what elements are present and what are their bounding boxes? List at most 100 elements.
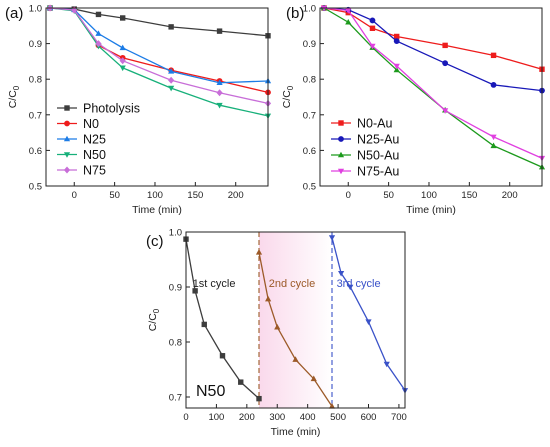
data-point-2nd-cycle — [255, 249, 263, 255]
y-tick-label-a: 0.9 — [29, 39, 42, 50]
data-point-n50-au — [393, 66, 400, 73]
legend-label-photolysis: Photolysis — [83, 102, 140, 116]
plot-frame-b — [319, 7, 543, 187]
y-tick-label-a: 0.6 — [29, 146, 42, 157]
legend-label-n50-au: N50-Au — [357, 149, 399, 163]
x-axis-label-c: Time (min) — [271, 426, 321, 438]
x-axis-label-a: Time (min) — [132, 204, 182, 216]
x-tick-label-c: 100 — [208, 412, 224, 423]
legend-marker-n0-au — [338, 120, 344, 126]
series-line-n75 — [49, 7, 269, 105]
panel-label-a: (a) — [5, 5, 23, 22]
data-point-n0-au — [369, 25, 376, 31]
data-point-n75-au — [393, 63, 400, 70]
legend-label-n0: N0 — [83, 117, 99, 131]
data-point-2nd-cycle — [310, 375, 317, 382]
data-point-photolysis — [216, 28, 223, 34]
y-tick-label-b: 1.0 — [303, 4, 316, 15]
x-tick-label-b: 150 — [461, 190, 477, 201]
data-point-n25 — [95, 30, 102, 36]
data-point-n75-au — [369, 43, 376, 50]
legend-marker-photolysis — [64, 105, 70, 111]
data-point-3rd-cycle — [365, 319, 372, 325]
y-tick-label-c: 0.7 — [169, 393, 182, 404]
data-point-n25-au — [369, 17, 376, 24]
data-point-photolysis — [95, 11, 102, 18]
legend-marker-n75 — [63, 166, 71, 174]
x-tick-label-a: 200 — [228, 190, 244, 201]
legend-label-n75: N75 — [83, 164, 106, 178]
data-point-n25 — [168, 68, 175, 74]
y-tick-label-a: 0.5 — [29, 182, 42, 193]
y-axis-label-c-sub: 0 — [152, 308, 161, 313]
y-tick-label-c: 0.9 — [169, 283, 182, 294]
y-axis-label-b-main: C/C — [281, 90, 293, 109]
panel-c-plot: 0 100 200 300 400 500 600 700 0.7 0.8 0.9 1.0 Time (… — [146, 228, 409, 438]
y-axis-label-a-main: C/C — [7, 90, 19, 109]
x-tick-label-b: 0 — [346, 190, 351, 201]
data-point-n75 — [119, 57, 126, 65]
data-point-2nd-cycle — [265, 295, 272, 302]
x-tick-label-a: 0 — [72, 190, 77, 201]
data-point-n50 — [216, 102, 223, 109]
panel-b-plot: 0 50 100 150 200 0.5 0.6 0.7 0.8 0.9 1.0 Time (min)… — [281, 4, 546, 216]
data-point-2nd-cycle — [274, 323, 281, 330]
series-line-1st-cycle — [185, 239, 260, 400]
data-point-n50-au — [490, 142, 497, 149]
y-tick-label-b: 0.7 — [303, 110, 316, 121]
cycle-annotation-2nd-cycle: 2nd cycle — [269, 278, 315, 290]
cycle-band-1 — [259, 232, 332, 408]
y-axis-label-c-main: C/C — [147, 313, 159, 332]
x-tick-label-c: 500 — [330, 412, 346, 423]
x-tick-label-c: 0 — [183, 412, 188, 423]
legend-label-n50: N50 — [83, 148, 106, 162]
data-point-1st-cycle — [192, 288, 198, 294]
data-point-n75 — [168, 76, 175, 84]
x-tick-label-a: 100 — [147, 190, 163, 201]
data-point-n0-au — [393, 33, 400, 40]
y-axis-label-b: C/C0 — [281, 85, 295, 108]
x-tick-label-b: 200 — [502, 190, 518, 201]
legend-marker-n50-au — [337, 151, 345, 158]
data-point-3rd-cycle — [338, 270, 345, 277]
legend-marker-n25 — [63, 135, 71, 142]
series-line-2nd-cycle — [258, 252, 333, 407]
data-point-3rd-cycle — [347, 284, 354, 291]
y-axis-label-a-sub: 0 — [12, 85, 21, 90]
y-tick-label-b: 0.6 — [303, 146, 316, 157]
legend-label-n25: N25 — [83, 133, 106, 147]
series-line-n0-au — [323, 7, 543, 70]
legend-label-n0-au: N0-Au — [357, 117, 392, 131]
panel-label-c: (c) — [146, 233, 164, 250]
data-point-n75-au — [345, 8, 352, 14]
plot-frame-c — [185, 231, 406, 409]
legend-label-n25-au: N25-Au — [357, 133, 399, 147]
series-line-n25-au — [323, 7, 543, 92]
data-point-photolysis — [168, 24, 174, 30]
y-tick-label-a: 0.8 — [29, 75, 42, 86]
data-point-n0-au — [442, 42, 448, 49]
legend-marker-n25-au — [338, 136, 344, 142]
data-point-n75 — [71, 6, 78, 14]
data-point-n25-au — [442, 60, 449, 67]
data-point-n50-au — [345, 18, 352, 25]
data-point-n50 — [119, 65, 126, 72]
y-axis-label-c: C/C0 — [147, 308, 161, 331]
legend-marker-n50 — [63, 152, 71, 158]
y-tick-label-c: 1.0 — [169, 228, 182, 239]
x-tick-label-c: 400 — [300, 412, 316, 423]
data-point-3rd-cycle — [328, 235, 336, 241]
x-tick-label-a: 50 — [109, 190, 120, 201]
y-tick-label-c: 0.8 — [169, 338, 182, 349]
y-tick-label-b: 0.8 — [303, 75, 316, 86]
x-tick-label-a: 150 — [187, 190, 203, 201]
y-tick-label-b: 0.5 — [303, 182, 316, 193]
plot-frame-a — [45, 7, 269, 187]
y-tick-label-a: 1.0 — [29, 4, 42, 15]
panel-a-plot: 0 50 100 150 200 0.5 0.6 0.7 0.8 0.9 1.0 Time (min)… — [5, 4, 272, 216]
series-line-3rd-cycle — [331, 237, 406, 391]
legend-marker-n0 — [64, 120, 70, 127]
x-tick-label-c: 700 — [391, 412, 407, 423]
x-axis-label-b: Time (min) — [406, 204, 456, 216]
